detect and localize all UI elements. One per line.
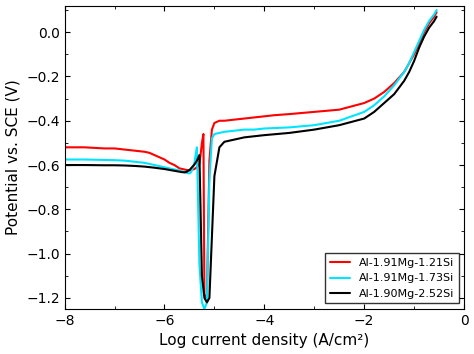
- Al-1.91Mg-1.21Si: [177, 166, 182, 171]
- Al-1.91Mg-1.21Si: [411, 52, 417, 56]
- Al-1.91Mg-1.21Si: [142, 150, 147, 154]
- Al-1.91Mg-1.21Si: [197, 162, 202, 166]
- Al-1.91Mg-1.21Si: [217, 119, 222, 123]
- Line: Al-1.90Mg-2.52Si: Al-1.90Mg-2.52Si: [64, 17, 437, 302]
- Al-1.90Mg-2.52Si: [204, 300, 210, 304]
- Al-1.91Mg-1.21Si: [361, 101, 367, 105]
- Al-1.90Mg-2.52Si: [62, 163, 67, 167]
- Al-1.91Mg-1.21Si: [426, 21, 432, 25]
- Al-1.91Mg-1.21Si: [252, 115, 257, 120]
- Al-1.91Mg-1.21Si: [262, 114, 267, 119]
- Y-axis label: Potential vs. SCE (V): Potential vs. SCE (V): [6, 79, 20, 235]
- X-axis label: Log current density (A/cm²): Log current density (A/cm²): [159, 333, 369, 348]
- Al-1.91Mg-1.73Si: [188, 171, 193, 175]
- Al-1.91Mg-1.21Si: [207, 159, 212, 163]
- Al-1.91Mg-1.21Si: [182, 167, 187, 172]
- Al-1.91Mg-1.21Si: [194, 165, 200, 169]
- Al-1.91Mg-1.21Si: [434, 10, 439, 14]
- Al-1.91Mg-1.21Si: [392, 81, 397, 85]
- Al-1.90Mg-2.52Si: [182, 170, 187, 175]
- Al-1.91Mg-1.73Si: [252, 127, 257, 132]
- Al-1.91Mg-1.21Si: [286, 112, 292, 116]
- Al-1.91Mg-1.21Si: [416, 41, 422, 45]
- Al-1.91Mg-1.21Si: [202, 296, 208, 300]
- Al-1.91Mg-1.21Si: [421, 30, 427, 34]
- Al-1.91Mg-1.73Si: [156, 164, 162, 168]
- Al-1.91Mg-1.21Si: [204, 296, 210, 300]
- Al-1.90Mg-2.52Si: [431, 19, 437, 23]
- Al-1.91Mg-1.21Si: [211, 121, 217, 125]
- Al-1.90Mg-2.52Si: [182, 170, 188, 174]
- Al-1.91Mg-1.73Si: [211, 132, 217, 136]
- Line: Al-1.91Mg-1.73Si: Al-1.91Mg-1.73Si: [64, 10, 437, 309]
- Al-1.91Mg-1.21Si: [167, 161, 173, 165]
- Al-1.91Mg-1.21Si: [209, 127, 215, 132]
- Al-1.91Mg-1.21Si: [242, 116, 247, 121]
- Al-1.91Mg-1.21Si: [201, 132, 206, 136]
- Al-1.91Mg-1.73Si: [217, 131, 222, 135]
- Al-1.90Mg-2.52Si: [311, 127, 317, 132]
- Al-1.91Mg-1.21Si: [381, 90, 387, 94]
- Al-1.91Mg-1.21Si: [156, 155, 162, 159]
- Al-1.91Mg-1.21Si: [231, 118, 237, 122]
- Al-1.91Mg-1.21Si: [102, 146, 108, 150]
- Al-1.90Mg-2.52Si: [172, 169, 177, 173]
- Al-1.91Mg-1.73Si: [201, 307, 207, 311]
- Line: Al-1.91Mg-1.21Si: Al-1.91Mg-1.21Si: [64, 12, 437, 298]
- Al-1.91Mg-1.21Si: [198, 154, 203, 158]
- Al-1.91Mg-1.21Si: [82, 145, 87, 149]
- Al-1.91Mg-1.21Si: [337, 108, 342, 112]
- Al-1.91Mg-1.21Si: [401, 70, 407, 74]
- Al-1.90Mg-2.52Si: [252, 134, 257, 138]
- Al-1.91Mg-1.21Si: [201, 291, 207, 296]
- Al-1.91Mg-1.21Si: [199, 141, 205, 145]
- Al-1.91Mg-1.21Si: [172, 163, 177, 167]
- Al-1.91Mg-1.21Si: [187, 169, 192, 173]
- Al-1.91Mg-1.21Si: [152, 153, 157, 157]
- Al-1.91Mg-1.21Si: [221, 119, 227, 123]
- Al-1.91Mg-1.21Si: [146, 151, 152, 155]
- Al-1.91Mg-1.21Si: [62, 145, 67, 149]
- Al-1.91Mg-1.21Si: [112, 146, 118, 150]
- Al-1.90Mg-2.52Si: [434, 15, 439, 19]
- Al-1.91Mg-1.21Si: [311, 110, 317, 114]
- Al-1.91Mg-1.73Si: [207, 178, 212, 183]
- Al-1.91Mg-1.21Si: [406, 61, 412, 65]
- Al-1.91Mg-1.73Si: [434, 8, 439, 12]
- Al-1.91Mg-1.21Si: [122, 147, 128, 152]
- Al-1.91Mg-1.21Si: [191, 167, 197, 171]
- Al-1.91Mg-1.21Si: [132, 149, 137, 153]
- Al-1.91Mg-1.73Si: [62, 158, 67, 162]
- Al-1.91Mg-1.21Si: [272, 113, 277, 117]
- Legend: Al-1.91Mg-1.21Si, Al-1.91Mg-1.73Si, Al-1.90Mg-2.52Si: Al-1.91Mg-1.21Si, Al-1.91Mg-1.73Si, Al-1…: [325, 253, 458, 303]
- Al-1.91Mg-1.21Si: [371, 97, 377, 101]
- Al-1.91Mg-1.21Si: [431, 15, 437, 19]
- Al-1.91Mg-1.21Si: [162, 158, 167, 162]
